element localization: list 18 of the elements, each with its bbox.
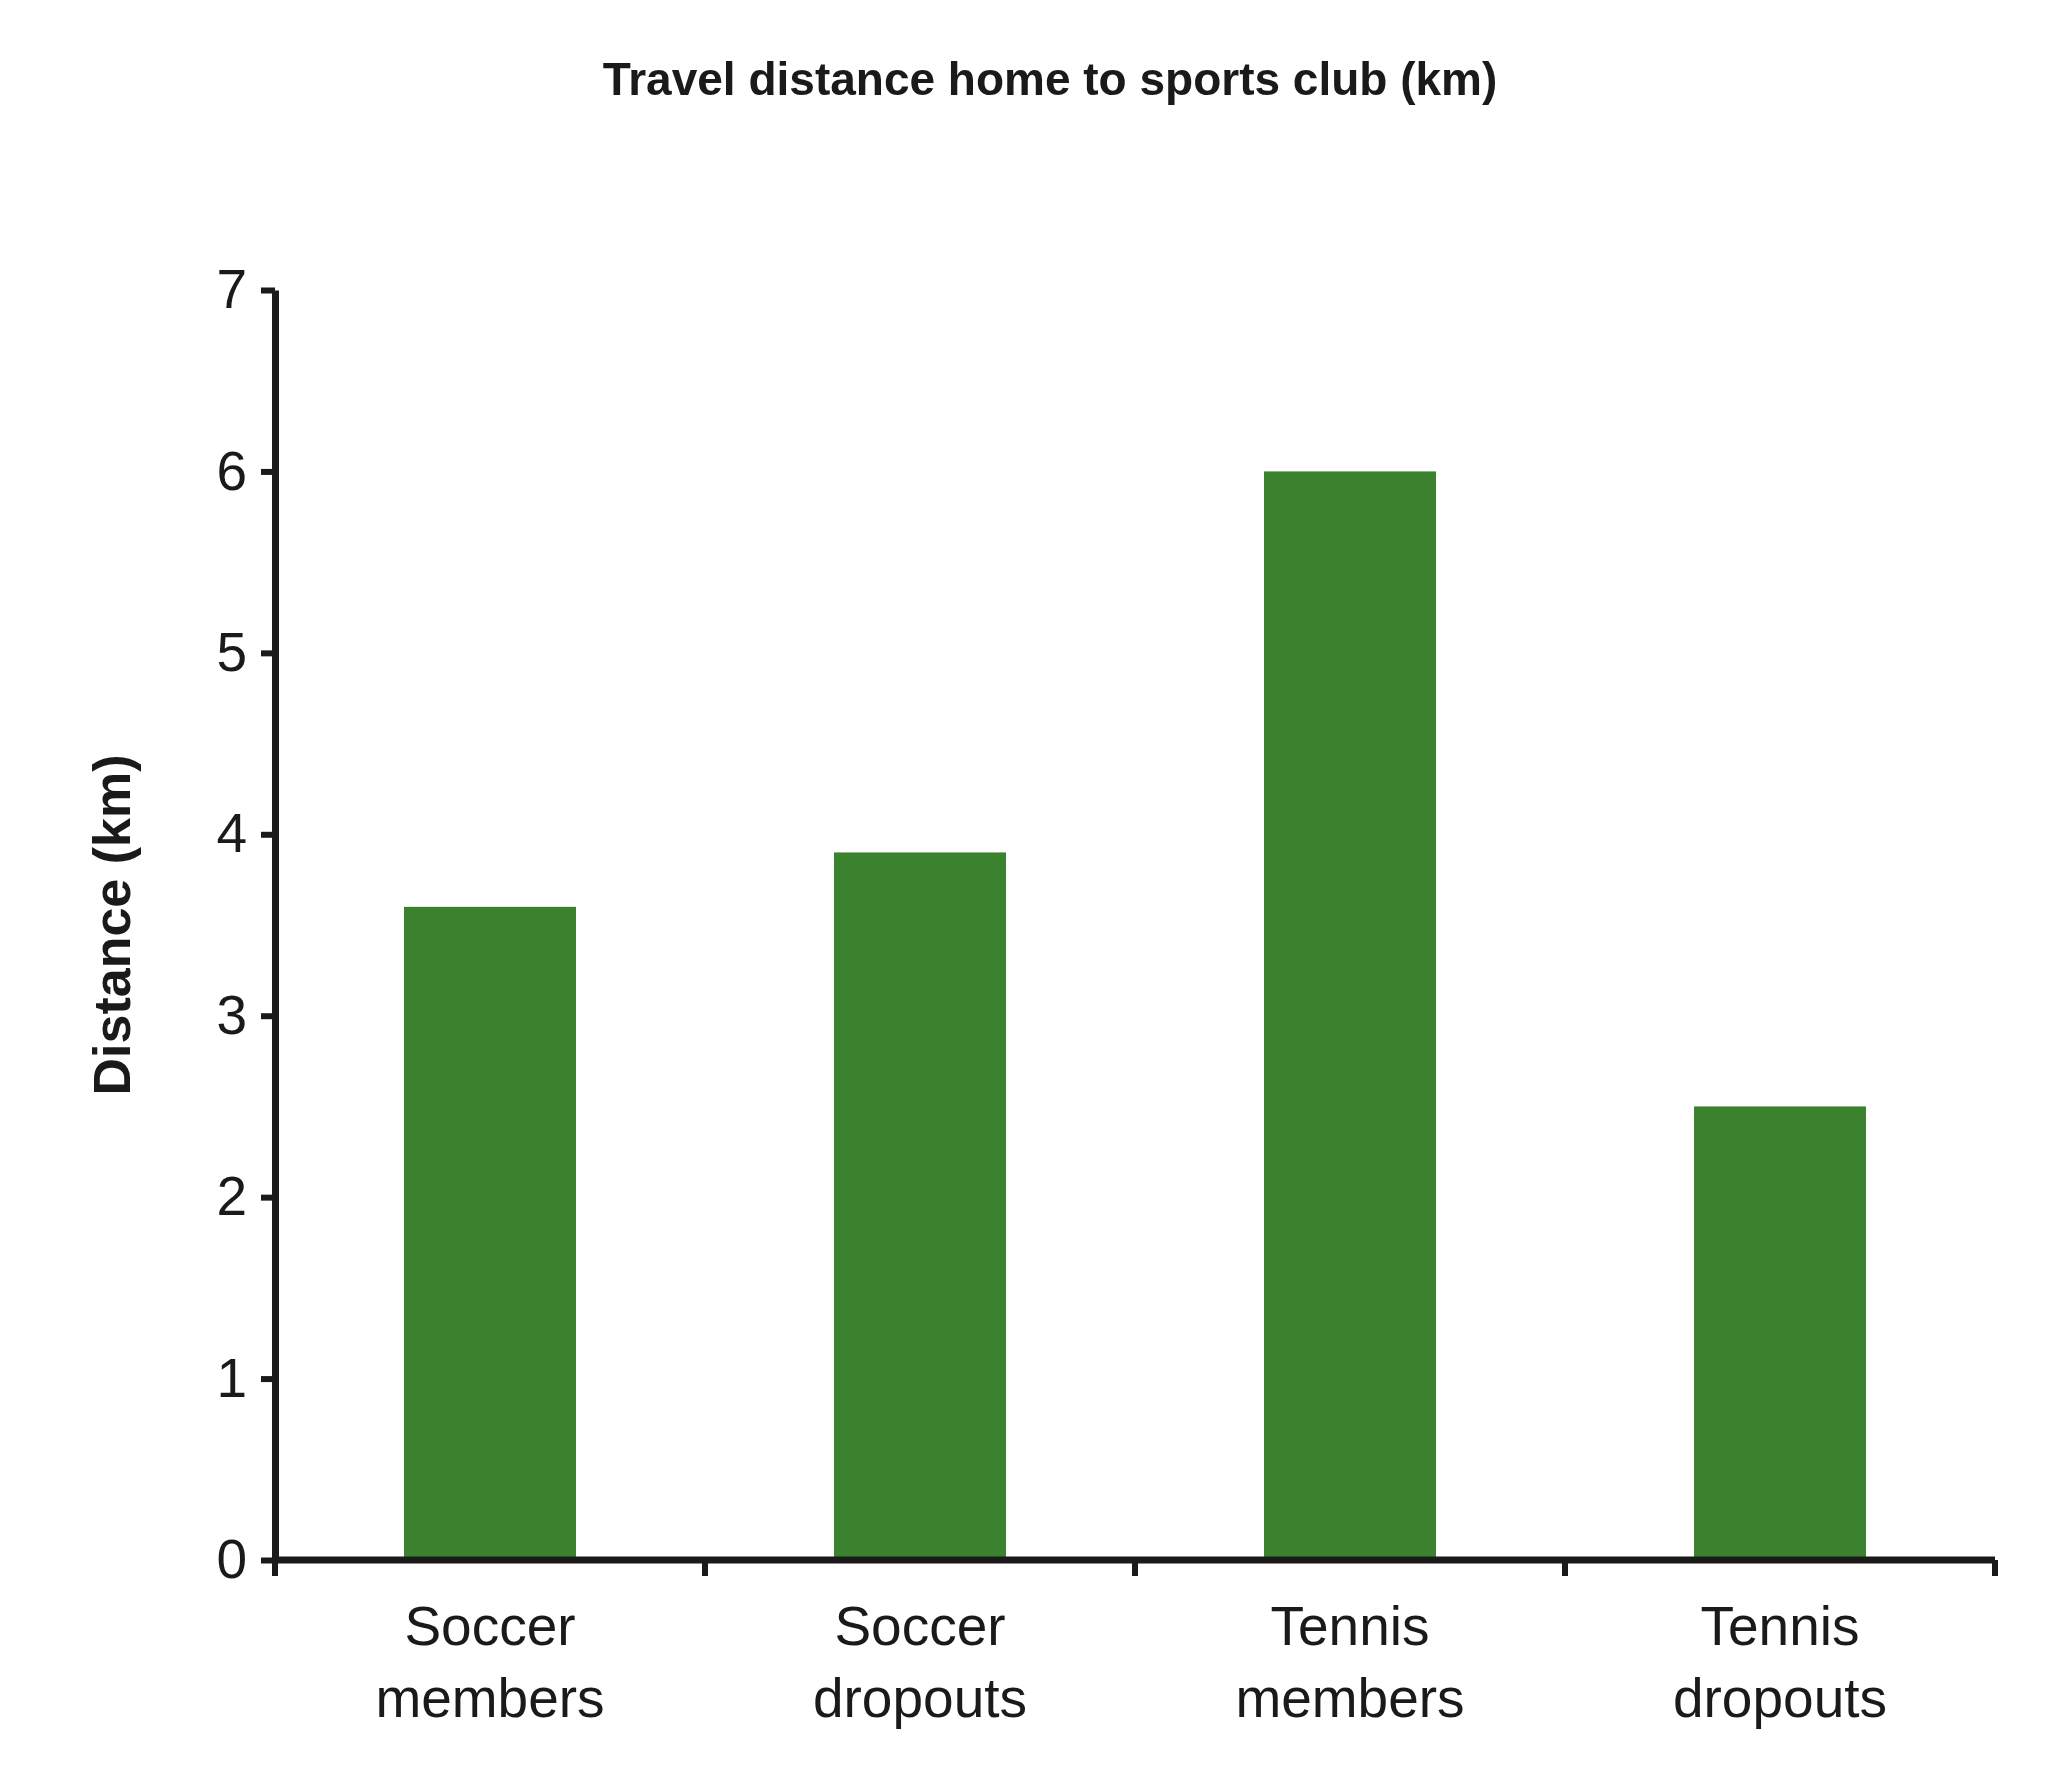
y-axis-title: Distance (km) (83, 754, 141, 1096)
bar (404, 906, 576, 1560)
bar (1264, 471, 1436, 1560)
y-tick-label: 5 (216, 620, 247, 683)
y-tick-label: 7 (216, 258, 247, 321)
bar (1694, 1106, 1866, 1560)
x-tick-label: Soccer dropouts (812, 1595, 1028, 1729)
y-tick-label: 3 (216, 983, 247, 1046)
bar (834, 852, 1006, 1560)
y-tick-label: 6 (216, 439, 247, 502)
x-tick-label: Tennis dropouts (1672, 1595, 1888, 1729)
chart-title: Travel distance home to sports club (km) (602, 53, 1498, 105)
x-tick-label: Soccer members (375, 1595, 605, 1729)
y-tick-label: 2 (216, 1165, 247, 1228)
y-tick-label: 0 (216, 1528, 247, 1591)
x-tick-label: Tennis members (1235, 1595, 1465, 1729)
y-tick-label: 1 (216, 1346, 247, 1409)
y-tick-label: 4 (216, 802, 247, 865)
